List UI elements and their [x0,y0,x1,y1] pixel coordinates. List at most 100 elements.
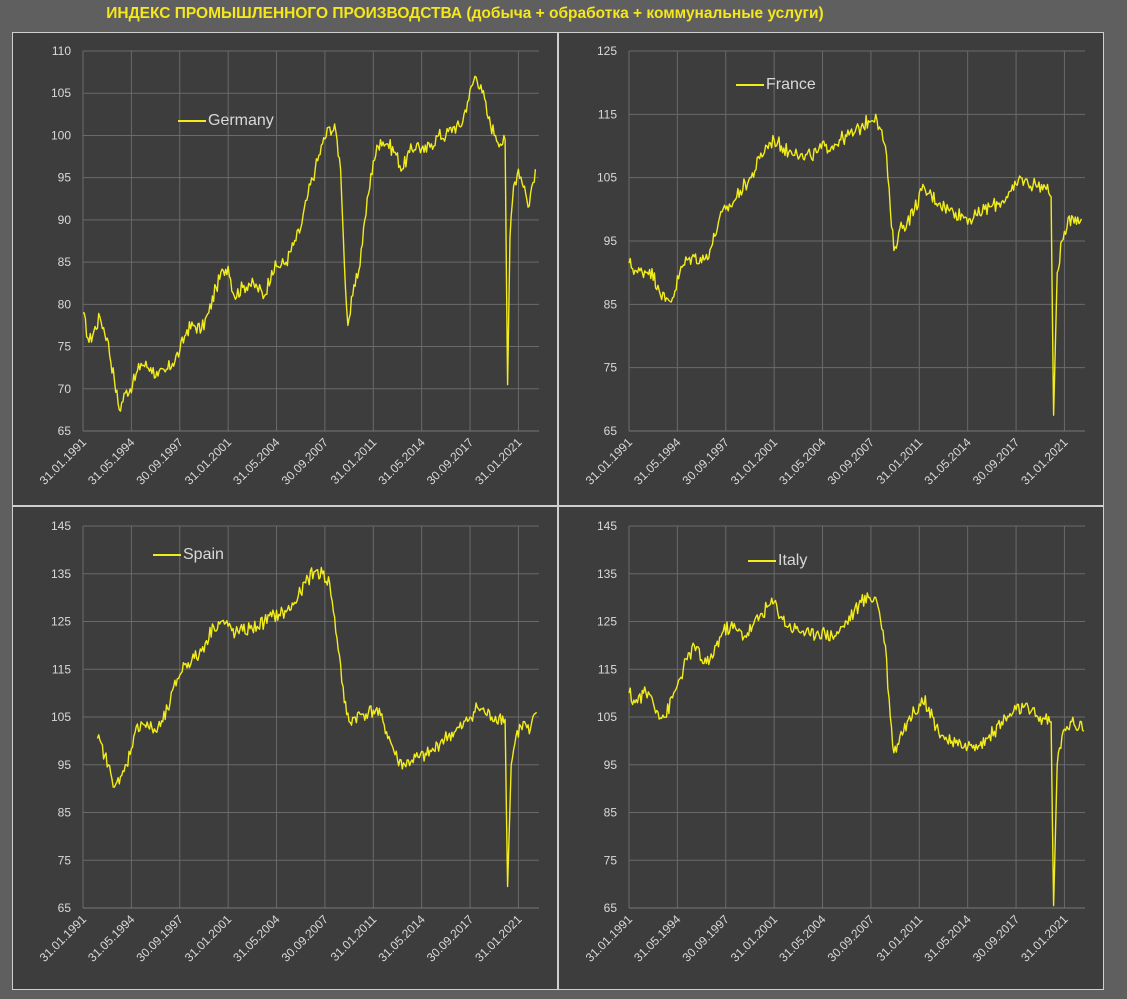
chart-svg-italy: 65 75 85 95 105 115 125 135 145 31.01.199131.05.1… [583,519,1085,965]
chart-panel-germany: 65 70 75 80 85 90 95 100 105 110 31.01.1991 31.05.1… [12,32,558,506]
legend-label-spain: Spain [183,546,224,563]
y-tick-label: 75 [58,340,72,354]
y-tick-label: 85 [604,297,618,311]
legend-italy: Italy [748,552,807,570]
y-tick-label: 135 [597,567,617,581]
legend-line-swatch [748,560,776,562]
y-tick-label: 65 [604,901,618,915]
x-tick-label: 31.05.2004 [776,435,829,488]
y-tick-label: 115 [598,107,617,121]
y-tick-label: 70 [58,382,72,396]
x-tick-label: 31.01.2001 [728,435,781,488]
x-tick-label: 31.01.2011 [328,435,380,487]
legend-spain: Spain [153,546,224,564]
x-tick-label: 31.05.2014 [375,435,428,488]
y-tick-label: 145 [597,519,617,533]
y-tick-label: 85 [604,806,618,820]
y-tick-label: 90 [58,213,72,227]
x-tick-label: 30.09.1997 [680,912,733,965]
x-tick-label: 30.09.2017 [424,912,477,965]
x-tick-label: 31.05.2004 [776,912,829,965]
x-tick-label: 31.01.2011 [328,912,380,964]
x-tick-label: 30.09.2017 [970,912,1023,965]
chart-svg-france: 6575859510511512531.01.199131.05.199430.… [583,44,1085,488]
x-tick-label: 30.09.2017 [970,435,1023,488]
x-tick-label: 31.05.2014 [375,912,428,965]
y-tick-label: 105 [51,86,71,100]
x-tick-label: 31.01.2021 [472,912,525,965]
y-tick-label: 115 [52,662,71,676]
chart-panel-spain: 65 75 85 95 105 115 125 135 145 31.01.1991 31.05.1… [12,506,558,990]
y-tick-label: 95 [58,758,72,772]
x-tick-label: 30.09.2007 [825,435,878,488]
y-tick-label: 125 [597,44,617,58]
x-tick-label: 31.01.2001 [182,912,235,965]
x-tick-label: 31.01.2011 [874,435,926,487]
chart-svg-germany: 65 70 75 80 85 90 95 100 105 110 31.01.199131.05.1… [37,44,539,488]
x-tick-label: 31.01.1991 [583,435,636,488]
y-tick-label: 105 [51,710,71,724]
y-tick-label: 145 [51,519,71,533]
y-tick-label: 125 [597,615,617,629]
x-tick-label: 31.01.1991 [583,912,636,965]
chart-panel-france: 65 75 85 95 105 115 125 31.01.1991 31.05.1994 30.… [558,32,1104,506]
x-tick-label: 30.09.2017 [424,435,477,488]
x-tick-label: 31.05.2004 [230,435,283,488]
y-tick-label: 105 [597,171,617,185]
x-tick-label: 31.05.1994 [631,912,684,965]
legend-france: France [736,76,816,94]
x-tick-label: 31.01.2021 [472,435,525,488]
y-tick-label: 80 [58,297,72,311]
series-line-spain [96,566,538,888]
y-tick-label: 110 [52,44,71,58]
x-tick-label: 31.01.2001 [182,435,235,488]
legend-line-swatch [178,120,206,122]
series-line-italy [628,592,1085,907]
y-tick-label: 85 [58,255,72,269]
y-tick-label: 100 [51,128,71,142]
legend-label-germany: Germany [208,112,274,129]
y-tick-label: 65 [604,424,618,438]
x-tick-label: 31.01.1991 [37,435,90,488]
series-line-germany [82,75,537,412]
legend-line-swatch [153,554,181,556]
x-tick-label: 30.09.1997 [680,435,733,488]
x-tick-label: 31.05.2014 [921,435,974,488]
x-tick-label: 30.09.2007 [279,912,332,965]
x-tick-label: 30.09.1997 [134,435,187,488]
legend-germany: Germany [178,112,274,130]
x-tick-label: 31.01.2001 [728,912,781,965]
y-tick-label: 85 [58,806,72,820]
x-tick-label: 30.09.2007 [825,912,878,965]
legend-label-italy: Italy [778,552,808,569]
x-tick-label: 30.09.1997 [134,912,187,965]
y-tick-label: 95 [604,758,618,772]
y-tick-label: 95 [58,171,72,185]
page-title: ИНДЕКС ПРОМЫШЛЕННОГО ПРОИЗВОДСТВА (добыч… [106,5,824,22]
x-tick-label: 30.09.2007 [279,435,332,488]
series-line-france [628,113,1083,416]
chart-svg-spain: 65 75 85 95 105 115 125 135 145 31.01.199131.05.1… [37,519,539,965]
x-tick-label: 31.05.1994 [85,435,138,488]
x-tick-label: 31.05.2004 [230,912,283,965]
x-tick-label: 31.05.1994 [85,912,138,965]
legend-line-swatch [736,84,764,86]
x-tick-label: 31.01.2021 [1018,435,1071,488]
y-tick-label: 75 [604,361,618,375]
y-tick-label: 75 [604,853,618,867]
x-tick-label: 31.05.2014 [921,912,974,965]
y-tick-label: 135 [51,567,71,581]
y-tick-label: 125 [51,615,71,629]
chart-panel-italy: 65 75 85 95 105 115 125 135 145 31.01.1991 31.05.1… [558,506,1104,990]
y-tick-label: 65 [58,901,72,915]
y-tick-label: 75 [58,853,72,867]
y-tick-label: 105 [597,710,617,724]
x-tick-label: 31.01.1991 [37,912,90,965]
y-tick-label: 65 [58,424,72,438]
legend-label-france: France [766,76,816,93]
y-tick-label: 95 [604,234,618,248]
y-tick-label: 115 [598,662,617,676]
x-tick-label: 31.01.2021 [1018,912,1071,965]
x-tick-label: 31.01.2011 [874,912,926,964]
x-tick-label: 31.05.1994 [631,435,684,488]
